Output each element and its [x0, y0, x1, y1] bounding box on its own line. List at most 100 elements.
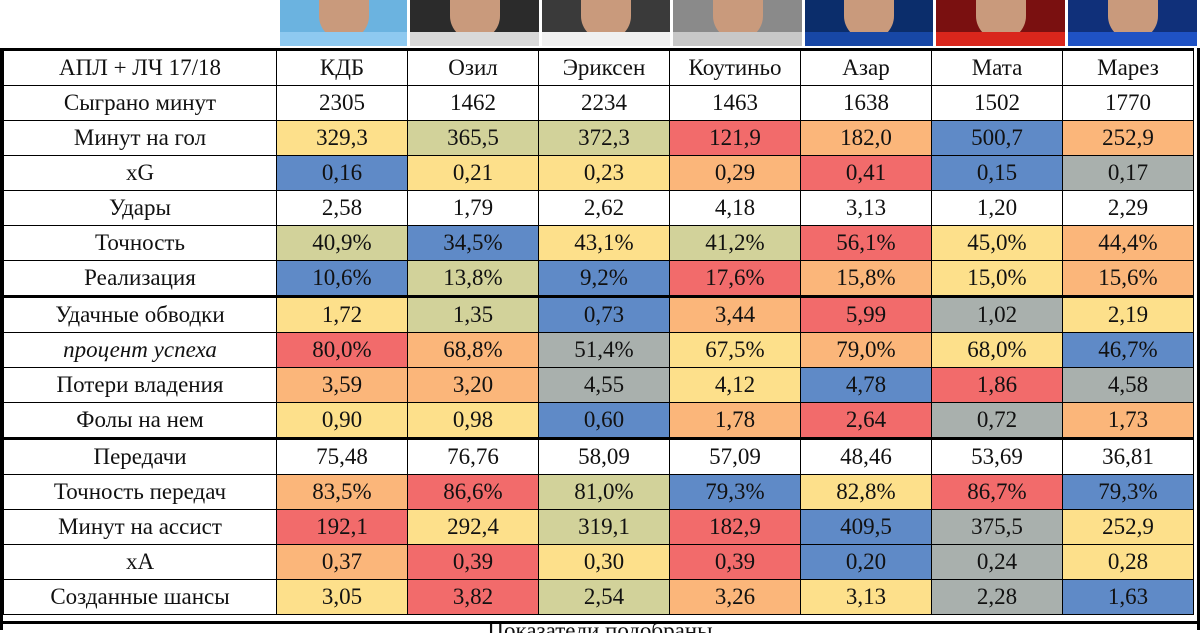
stat-row: Сыграно минут 2305 1462 2234 1463 1638 1502 177… [3, 85, 1194, 121]
stat-value: 1502 [931, 85, 1063, 121]
stat-value: 68,8% [407, 332, 539, 368]
stat-value: 0,21 [407, 155, 539, 191]
stat-value: 75,48 [276, 437, 408, 475]
stat-value: 0,15 [931, 155, 1063, 191]
player-shirt [1068, 32, 1197, 46]
stat-value: 1,63 [1062, 579, 1194, 615]
stat-value: 2,62 [538, 190, 670, 226]
stat-value: 15,8% [800, 260, 932, 297]
player-name-kdb: КДБ [276, 48, 408, 86]
stat-label: Минут на гол [3, 120, 277, 156]
stat-value: 9,2% [538, 260, 670, 297]
stat-value: 0,20 [800, 544, 932, 580]
stat-value: 40,9% [276, 225, 408, 261]
stat-value: 56,1% [800, 225, 932, 261]
stat-value: 3,44 [669, 295, 801, 333]
stat-value: 41,2% [669, 225, 801, 261]
stat-label: Фолы на нем [3, 402, 277, 439]
stat-label: Потери владения [3, 367, 277, 403]
stat-value: 2,28 [931, 579, 1063, 615]
stat-label: xA [3, 544, 277, 580]
stat-value: 76,76 [407, 437, 539, 475]
player-name-ozil: Озил [407, 48, 539, 86]
stat-value: 1462 [407, 85, 539, 121]
player-photo [542, 0, 670, 46]
player-photo [410, 0, 539, 46]
stat-value: 4,58 [1062, 367, 1194, 403]
stat-value: 0,17 [1062, 155, 1194, 191]
stat-label: Минут на ассист [3, 509, 277, 545]
player-photo [280, 0, 407, 46]
stat-value: 1,35 [407, 295, 539, 333]
stat-value: 53,69 [931, 437, 1063, 475]
stat-value: 15,6% [1062, 260, 1194, 297]
stat-row: Минут на ассист 192,1 292,4 319,1 182,9 409,5… [3, 509, 1194, 545]
stat-value: 4,18 [669, 190, 801, 226]
stat-label: Точность передач [3, 474, 277, 510]
stat-value: 43,1% [538, 225, 670, 261]
stat-value: 3,82 [407, 579, 539, 615]
stat-value: 58,09 [538, 437, 670, 475]
stat-row: Удары 2,58 1,79 2,62 4,18 3,13 1,20 2,29 [3, 190, 1194, 226]
stat-value: 0,60 [538, 402, 670, 439]
player-shirt [542, 32, 670, 46]
player-name-coutinho: Коутиньо [669, 48, 801, 86]
stat-label: Реализация [3, 260, 277, 297]
stat-value: 86,7% [931, 474, 1063, 510]
stat-value: 0,41 [800, 155, 932, 191]
stat-value: 5,99 [800, 295, 932, 333]
stat-label: Созданные шансы [3, 579, 277, 615]
stat-value: 375,5 [931, 509, 1063, 545]
stat-label: Передачи [3, 437, 277, 475]
stat-value: 48,46 [800, 437, 932, 475]
stat-value: 68,0% [931, 332, 1063, 368]
stat-value: 86,6% [407, 474, 539, 510]
player-shirt [936, 32, 1065, 46]
stat-row: процент успеха 80,0% 68,8% 51,4% 67,5% 79,0% 6… [3, 332, 1194, 368]
stat-value: 3,13 [800, 579, 932, 615]
stat-value: 67,5% [669, 332, 801, 368]
table-frame-right [1197, 48, 1200, 630]
stat-label: Удары [3, 190, 277, 226]
stat-value: 2,64 [800, 402, 932, 439]
stat-value: 1,79 [407, 190, 539, 226]
stat-value: 252,9 [1062, 509, 1194, 545]
stat-value: 0,39 [669, 544, 801, 580]
stat-value: 79,3% [1062, 474, 1194, 510]
stat-value: 2305 [276, 85, 408, 121]
stat-value: 0,24 [931, 544, 1063, 580]
player-photo [936, 0, 1065, 46]
stat-value: 15,0% [931, 260, 1063, 297]
player-photo [805, 0, 933, 46]
stat-value: 3,20 [407, 367, 539, 403]
stat-row: Минут на гол 329,3 365,5 372,3 121,9 182,0 500… [3, 120, 1194, 156]
stat-value: 1463 [669, 85, 801, 121]
stat-row: Точность 40,9% 34,5% 43,1% 41,2% 56,1% 45,0% 44… [3, 225, 1194, 261]
stat-value: 0,16 [276, 155, 408, 191]
stat-row: Реализация 10,6% 13,8% 9,2% 17,6% 15,8% 15,0% 1… [3, 260, 1194, 297]
stat-value: 1,73 [1062, 402, 1194, 439]
stat-row: Точность передач 83,5% 86,6% 81,0% 79,3% 82,8… [3, 474, 1194, 510]
stat-value: 2,19 [1062, 295, 1194, 333]
table-frame-left [0, 48, 3, 630]
stat-row: xA 0,37 0,39 0,30 0,39 0,20 0,24 0,28 [3, 544, 1194, 580]
player-shirt [410, 32, 539, 46]
stat-value: 81,0% [538, 474, 670, 510]
stat-value: 82,8% [800, 474, 932, 510]
stat-value: 0,90 [276, 402, 408, 439]
stat-value: 10,6% [276, 260, 408, 297]
stat-value: 79,3% [669, 474, 801, 510]
stat-value: 0,73 [538, 295, 670, 333]
stat-value: 329,3 [276, 120, 408, 156]
player-name-eriksen: Эриксен [538, 48, 670, 86]
stat-value: 319,1 [538, 509, 670, 545]
stat-value: 51,4% [538, 332, 670, 368]
stat-value: 0,23 [538, 155, 670, 191]
stat-value: 1,20 [931, 190, 1063, 226]
stat-value: 45,0% [931, 225, 1063, 261]
stat-value: 292,4 [407, 509, 539, 545]
header-row: АПЛ + ЛЧ 17/18 КДБ Озил Эриксен Коутиньо… [3, 48, 1194, 86]
stat-row: Потери владения 3,59 3,20 4,55 4,12 4,78 1,86 4… [3, 367, 1194, 403]
stat-value: 79,0% [800, 332, 932, 368]
stat-value: 0,28 [1062, 544, 1194, 580]
